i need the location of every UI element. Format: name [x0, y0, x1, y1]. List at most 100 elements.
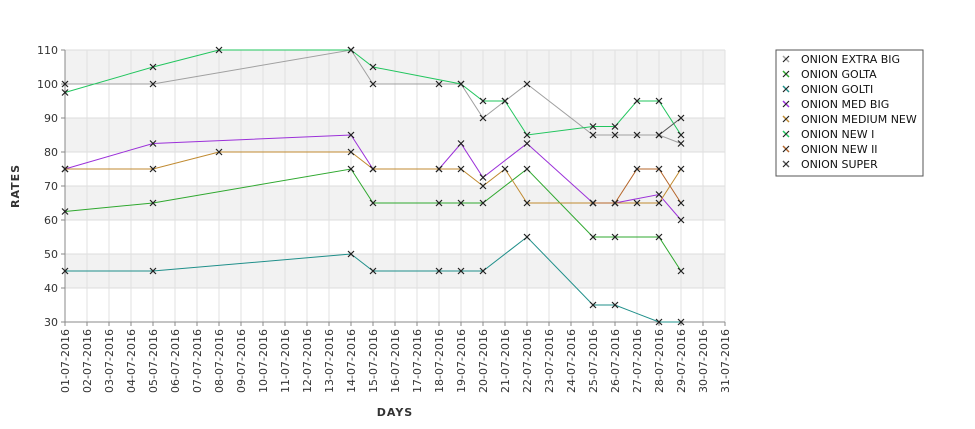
- data-point: [655, 318, 663, 326]
- data-point: [457, 80, 465, 88]
- legend-item: ONION GOLTI: [782, 83, 873, 96]
- y-tick-label: 70: [44, 180, 58, 193]
- data-point-stroke: [479, 97, 487, 105]
- legend-item: ONION MEDIUM NEW: [782, 113, 917, 126]
- data-point: [677, 318, 685, 326]
- series-line: [65, 236, 681, 323]
- data-point-stroke: [61, 80, 69, 88]
- data-point-stroke: [215, 148, 223, 156]
- data-point: [677, 114, 685, 122]
- data-point: [633, 131, 641, 139]
- data-point: [369, 199, 377, 207]
- legend-marker-stroke: [782, 160, 790, 168]
- x-axis-title: DAYS: [377, 406, 413, 419]
- data-point-stroke: [149, 165, 157, 173]
- data-point: [479, 267, 487, 275]
- data-point-stroke: [149, 140, 157, 147]
- data-point-stroke: [655, 233, 663, 241]
- data-point: [655, 233, 663, 241]
- x-tick-label: 10-07-2016: [257, 329, 270, 393]
- x-tick-label: 09-07-2016: [235, 329, 248, 393]
- x-axis-ticks: 01-07-2016 02-07-2016 03-07-2016 04-07-2016…: [59, 322, 732, 393]
- x-tick-label: 07-07-2016: [191, 329, 204, 393]
- data-point-stroke: [347, 148, 355, 156]
- data-point-stroke: [589, 199, 597, 207]
- data-point-stroke: [457, 165, 465, 173]
- data-point: [589, 301, 597, 309]
- data-point-stroke: [523, 233, 531, 241]
- data-point-stroke: [677, 165, 685, 173]
- y-axis-ticks: 30 40 50 60 70 80 90 100 110: [37, 44, 65, 329]
- data-point-stroke: [655, 131, 663, 139]
- data-point-stroke: [61, 267, 69, 275]
- data-point-stroke: [677, 267, 685, 275]
- y-tick-label: 100: [37, 78, 58, 91]
- series-onion-new-i: [61, 46, 685, 139]
- data-point-stroke: [215, 46, 223, 54]
- x-tick-label: 12-07-2016: [301, 329, 314, 393]
- data-point-stroke: [347, 165, 355, 173]
- x-tick-label: 14-07-2016: [345, 329, 358, 393]
- data-point-stroke: [369, 199, 377, 207]
- data-point: [523, 199, 531, 207]
- data-point-stroke: [677, 114, 685, 122]
- legend-marker-stroke: [782, 55, 790, 63]
- data-point-stroke: [501, 165, 509, 173]
- data-point-stroke: [655, 318, 663, 326]
- data-point: [655, 199, 663, 207]
- y-tick-label: 60: [44, 214, 58, 227]
- data-point: [677, 165, 685, 173]
- data-point: [347, 46, 355, 54]
- x-tick-label: 13-07-2016: [323, 329, 336, 393]
- y-tick-label: 30: [44, 316, 58, 329]
- data-point-stroke: [611, 199, 619, 207]
- data-point: [677, 131, 685, 139]
- data-point-stroke: [479, 267, 487, 275]
- data-point: [523, 233, 531, 241]
- data-point-stroke: [611, 131, 619, 139]
- legend-label: ONION NEW II: [801, 143, 878, 156]
- series-onion-golti: [61, 233, 685, 326]
- data-point-stroke: [435, 165, 443, 173]
- series-onion-super: [655, 114, 685, 139]
- data-point: [589, 131, 597, 139]
- series-line: [64, 49, 682, 136]
- x-tick-label: 18-07-2016: [433, 329, 446, 393]
- data-point-stroke: [523, 140, 531, 147]
- data-point: [149, 63, 157, 71]
- legend-box: [775, 49, 924, 177]
- data-point: [677, 140, 685, 147]
- data-point: [457, 199, 465, 207]
- series-line: [658, 117, 682, 136]
- x-tick-label: 22-07-2016: [521, 329, 534, 393]
- legend-marker-stroke: [782, 115, 790, 123]
- legend-marker-stroke: [782, 100, 790, 108]
- data-point: [215, 148, 223, 156]
- data-point: [633, 165, 641, 173]
- data-point-stroke: [633, 165, 641, 173]
- data-point-stroke: [589, 131, 597, 139]
- data-point: [589, 123, 597, 130]
- data-point: [347, 250, 355, 258]
- data-point: [369, 165, 377, 173]
- data-point: [611, 123, 619, 130]
- data-point: [589, 233, 597, 241]
- data-point-stroke: [655, 97, 663, 105]
- data-point-stroke: [677, 131, 685, 139]
- data-point-stroke: [369, 63, 377, 71]
- x-tick-label: 08-07-2016: [213, 329, 226, 393]
- data-point: [61, 89, 69, 96]
- data-point: [435, 199, 443, 207]
- data-point: [457, 165, 465, 173]
- y-tick-label: 110: [37, 44, 58, 57]
- x-tick-label: 01-07-2016: [59, 329, 72, 393]
- data-point-stroke: [149, 80, 157, 88]
- data-point: [523, 131, 531, 139]
- data-point-stroke: [479, 182, 487, 190]
- x-tick-label: 29-07-2016: [675, 329, 688, 393]
- data-point-stroke: [347, 131, 355, 139]
- data-point-stroke: [479, 199, 487, 207]
- data-point: [479, 182, 487, 190]
- x-tick-label: 06-07-2016: [169, 329, 182, 393]
- data-point: [479, 174, 487, 181]
